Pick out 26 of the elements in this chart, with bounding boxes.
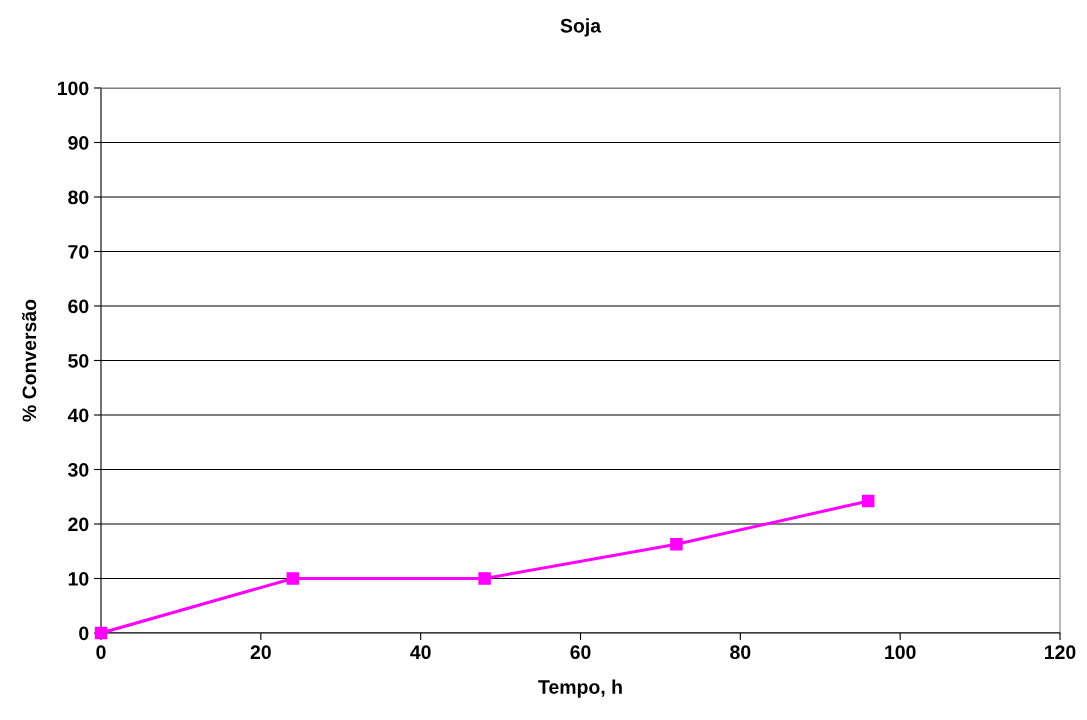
x-axis-title: Tempo, h xyxy=(538,679,622,698)
y-tick-label: 0 xyxy=(79,626,89,641)
y-tick-label: 60 xyxy=(68,299,89,314)
y-tick-label: 40 xyxy=(67,408,89,423)
y-tick-label: 70 xyxy=(68,244,89,259)
y-tick-label: 30 xyxy=(68,462,89,477)
y-tick-label: 50 xyxy=(68,353,89,368)
y-axis-title: % Conversão xyxy=(22,299,37,422)
y-tick-label: 100 xyxy=(57,81,89,96)
y-tick-label: 80 xyxy=(68,190,89,205)
x-tick-label: 20 xyxy=(250,645,271,660)
point xyxy=(478,572,491,585)
x-tick-label: 60 xyxy=(570,645,591,660)
chart-title: Soja xyxy=(560,18,602,37)
y-tick-label: 10 xyxy=(68,571,89,586)
x-tick-label: 40 xyxy=(410,645,431,660)
y-tick-label: 20 xyxy=(68,517,89,532)
point xyxy=(861,494,875,508)
point xyxy=(286,572,300,585)
x-tick-label: 0 xyxy=(96,645,106,660)
y-tick-label: 90 xyxy=(68,135,89,150)
x-tick-label: 100 xyxy=(885,645,916,660)
point xyxy=(670,537,683,551)
point xyxy=(94,626,108,640)
x-tick-label: 120 xyxy=(1045,645,1076,660)
x-tick-label: 80 xyxy=(730,645,751,660)
